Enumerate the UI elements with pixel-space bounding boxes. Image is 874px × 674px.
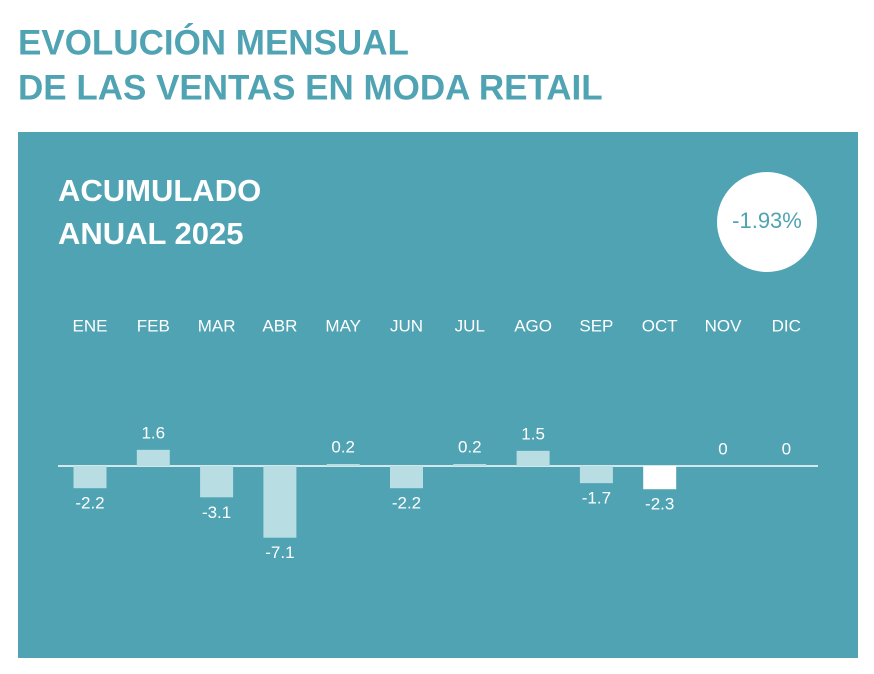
value-label: 0.2 — [331, 437, 355, 456]
bar — [643, 466, 677, 490]
value-label: -7.1 — [265, 543, 294, 562]
chart-subtitle: ANUAL 2025 — [58, 216, 244, 251]
value-label: -1.7 — [582, 489, 611, 508]
bar — [73, 466, 107, 489]
value-label: 0 — [718, 439, 727, 458]
x-tick-label: NOV — [705, 316, 743, 335]
x-tick-label: OCT — [642, 316, 678, 335]
chart-title: EVOLUCIÓN MENSUAL — [18, 22, 409, 62]
bar — [136, 449, 170, 466]
x-tick-label: JUL — [455, 316, 485, 335]
x-tick-label: MAR — [198, 316, 236, 335]
annotation: -1.93% — [732, 208, 802, 233]
bar — [263, 466, 297, 538]
bar — [453, 463, 487, 466]
x-tick-label: MAY — [325, 316, 361, 335]
bar — [326, 463, 360, 466]
x-tick-label: JUN — [390, 316, 423, 335]
x-tick-label: ENE — [73, 316, 108, 335]
value-label: 0 — [782, 439, 791, 458]
value-label: 1.5 — [521, 424, 545, 443]
bar — [516, 450, 550, 466]
chart-title: DE LAS VENTAS EN MODA RETAIL — [18, 68, 603, 107]
badge — [717, 172, 817, 272]
value-label: 0.2 — [458, 437, 482, 456]
x-tick-label: SEP — [579, 316, 613, 335]
bar — [390, 466, 423, 489]
value-label: -2.2 — [75, 494, 104, 513]
chart-subtitle: ACUMULADO — [58, 173, 261, 208]
bar — [200, 466, 234, 498]
x-tick-label: AGO — [514, 316, 552, 335]
value-label: -3.1 — [202, 503, 231, 522]
x-tick-label: FEB — [137, 316, 170, 335]
value-label: -2.2 — [392, 494, 421, 513]
bar — [579, 466, 613, 484]
x-tick-label: ABR — [262, 316, 297, 335]
value-label: 1.6 — [141, 423, 165, 442]
x-tick-label: DIC — [772, 316, 801, 335]
value-label: -2.3 — [645, 495, 674, 514]
